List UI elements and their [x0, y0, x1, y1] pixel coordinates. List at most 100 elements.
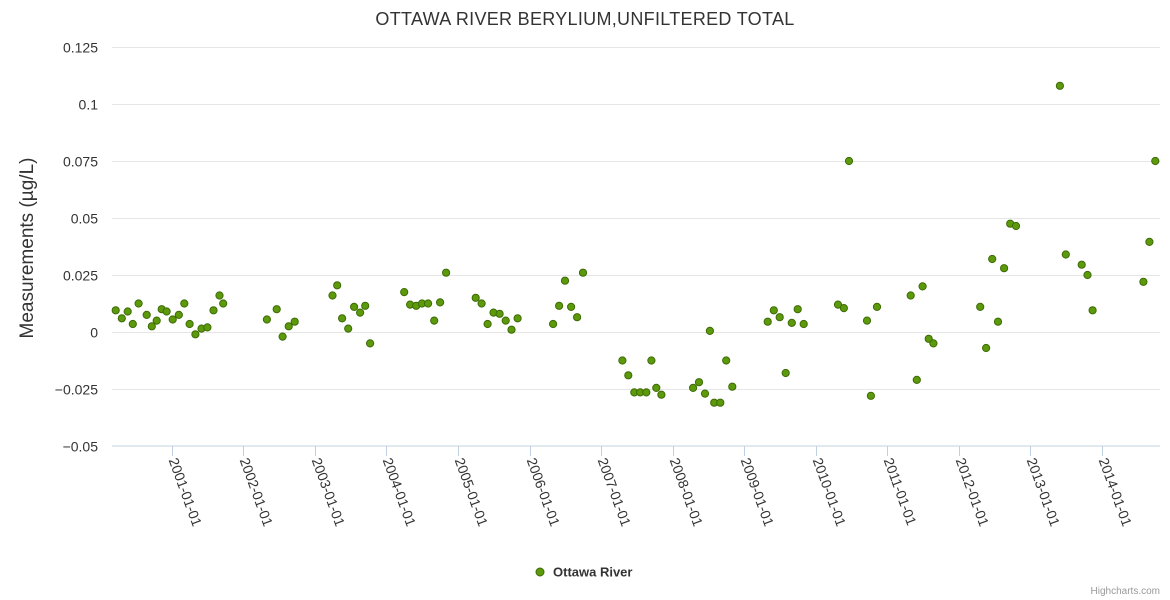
data-point[interactable] — [111, 306, 120, 315]
data-point[interactable] — [769, 306, 778, 315]
data-point[interactable] — [929, 339, 938, 348]
data-point[interactable] — [191, 330, 200, 339]
data-point[interactable] — [618, 356, 627, 365]
data-point[interactable] — [501, 316, 510, 325]
data-point[interactable] — [1000, 264, 1009, 273]
data-point[interactable] — [272, 305, 281, 314]
data-point[interactable] — [728, 382, 737, 391]
data-point[interactable] — [763, 317, 772, 326]
data-point[interactable] — [495, 309, 504, 318]
data-point[interactable] — [338, 314, 347, 323]
data-point[interactable] — [689, 383, 698, 392]
data-point[interactable] — [833, 300, 843, 309]
data-point[interactable] — [844, 156, 854, 166]
data-point[interactable] — [555, 301, 564, 310]
data-point[interactable] — [185, 319, 194, 329]
data-point[interactable] — [203, 323, 212, 332]
data-point[interactable] — [1055, 81, 1065, 90]
data-point[interactable] — [694, 378, 704, 387]
data-point[interactable] — [290, 317, 299, 326]
data-point[interactable] — [1139, 277, 1148, 286]
data-point[interactable] — [262, 315, 271, 324]
data-point[interactable] — [578, 268, 588, 277]
data-point[interactable] — [430, 316, 439, 325]
data-point[interactable] — [705, 326, 715, 335]
data-point[interactable] — [1151, 156, 1160, 166]
data-point[interactable] — [1077, 260, 1086, 269]
data-point[interactable] — [477, 299, 486, 308]
data-point[interactable] — [333, 281, 342, 290]
data-point[interactable] — [982, 343, 991, 353]
data-point[interactable] — [716, 398, 725, 407]
data-point[interactable] — [174, 310, 183, 319]
data-point[interactable] — [793, 305, 802, 314]
data-point[interactable] — [361, 301, 370, 310]
data-point[interactable] — [513, 314, 522, 323]
data-point[interactable] — [775, 313, 784, 322]
data-point[interactable] — [134, 299, 143, 308]
data-point[interactable] — [215, 291, 224, 300]
data-point[interactable] — [700, 389, 710, 398]
series-ottawa-river-points[interactable] — [111, 81, 1160, 407]
data-point[interactable] — [781, 368, 790, 378]
data-point[interactable] — [567, 302, 576, 311]
data-point[interactable] — [1145, 237, 1154, 246]
data-point[interactable] — [209, 306, 218, 315]
data-point[interactable] — [471, 293, 480, 302]
data-point[interactable] — [278, 332, 287, 341]
data-point[interactable] — [1088, 306, 1097, 315]
data-point[interactable] — [1011, 221, 1021, 231]
data-point[interactable] — [624, 371, 633, 380]
data-point[interactable] — [862, 316, 872, 325]
data-point[interactable] — [1061, 250, 1070, 259]
data-point[interactable] — [872, 302, 882, 311]
data-point[interactable] — [549, 319, 558, 329]
data-point[interactable] — [180, 299, 189, 308]
legend-marker-ottawa-river[interactable] — [535, 567, 545, 577]
data-point[interactable] — [993, 317, 1003, 326]
data-point[interactable] — [128, 319, 137, 329]
data-point[interactable] — [560, 276, 570, 285]
data-point[interactable] — [657, 390, 666, 399]
data-point[interactable] — [168, 315, 177, 324]
data-point[interactable] — [436, 298, 445, 307]
data-point[interactable] — [442, 268, 451, 277]
data-point[interactable] — [652, 383, 661, 392]
data-point[interactable] — [912, 375, 921, 384]
data-point[interactable] — [162, 307, 171, 316]
y-tick-label: 0.125 — [63, 40, 98, 56]
data-point[interactable] — [366, 339, 375, 348]
data-point[interactable] — [147, 322, 156, 331]
data-point[interactable] — [123, 307, 132, 316]
data-point[interactable] — [350, 302, 359, 311]
data-point[interactable] — [906, 291, 915, 300]
data-point[interactable] — [328, 291, 337, 300]
data-point[interactable] — [507, 325, 516, 334]
data-point[interactable] — [647, 356, 656, 365]
data-point[interactable] — [642, 388, 651, 397]
data-point[interactable] — [117, 314, 126, 323]
data-point[interactable] — [573, 313, 582, 322]
data-point[interactable] — [152, 316, 161, 325]
data-point[interactable] — [976, 302, 985, 311]
data-point[interactable] — [344, 324, 353, 333]
data-point[interactable] — [356, 308, 365, 317]
data-point[interactable] — [988, 254, 997, 264]
data-point[interactable] — [424, 299, 433, 308]
data-point[interactable] — [284, 322, 293, 331]
data-point[interactable] — [400, 288, 409, 297]
data-point[interactable] — [839, 304, 849, 313]
data-point[interactable] — [799, 319, 808, 329]
x-tick-label: 2003-01-01 — [309, 456, 349, 529]
data-point[interactable] — [142, 310, 151, 319]
credit-link[interactable]: Highcharts.com — [1091, 586, 1160, 597]
data-point[interactable] — [722, 356, 731, 365]
data-point[interactable] — [918, 282, 927, 291]
legend[interactable]: Ottawa River — [535, 565, 632, 580]
data-point[interactable] — [866, 391, 876, 400]
data-point[interactable] — [483, 319, 492, 329]
data-point[interactable] — [219, 299, 228, 308]
data-point[interactable] — [787, 318, 796, 327]
legend-label-ottawa-river[interactable]: Ottawa River — [553, 565, 632, 580]
data-point[interactable] — [1083, 270, 1092, 280]
